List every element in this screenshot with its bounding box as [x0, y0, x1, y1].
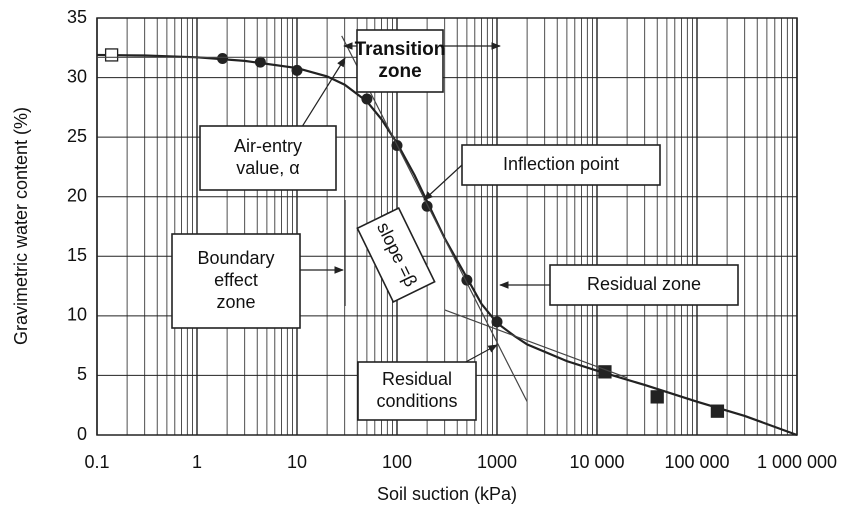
data-point	[104, 48, 119, 62]
data-point	[291, 64, 303, 76]
annotation-arrows	[299, 42, 550, 365]
x-tick-label: 10	[287, 452, 307, 472]
annotation-box	[357, 361, 477, 421]
annotation-text: Residual	[382, 369, 452, 389]
annotation-text: conditions	[376, 391, 457, 411]
annotation: Inflection point	[461, 144, 661, 186]
y-tick-label: 10	[67, 305, 87, 325]
annotation-text: Residual zone	[587, 274, 701, 294]
y-tick-label: 35	[67, 7, 87, 27]
data-point	[421, 200, 433, 212]
annotation-text: Inflection point	[503, 154, 619, 174]
data-point	[254, 56, 266, 68]
annotation-box	[199, 125, 337, 191]
annotation-text: value, α	[236, 158, 299, 178]
annotation-text: Transition	[355, 39, 446, 60]
x-tick-label: 0.1	[84, 452, 109, 472]
construction-line	[341, 35, 528, 402]
x-tick-label: 1000	[477, 452, 517, 472]
data-point	[650, 390, 664, 404]
data-point	[217, 53, 229, 65]
y-tick-label: 20	[67, 185, 87, 205]
y-tick-label: 30	[67, 66, 87, 86]
annotation-box	[356, 206, 436, 304]
annotation-box	[356, 29, 444, 93]
annotation-text: Boundary	[197, 248, 274, 268]
plot-frame	[96, 17, 798, 436]
annotation-box	[549, 264, 739, 306]
data-point	[710, 404, 725, 418]
y-tick-label: 25	[67, 126, 87, 146]
annotation-text: zone	[216, 292, 255, 312]
construction-line	[444, 309, 628, 379]
data-point	[361, 93, 373, 105]
annotation: slope =β	[356, 206, 436, 304]
x-tick-label: 10 000	[569, 452, 624, 472]
annotation-text: effect	[214, 270, 258, 290]
annotation-box	[461, 144, 661, 186]
x-axis-label: Soil suction (kPa)	[377, 484, 517, 504]
data-point	[491, 316, 503, 328]
y-axis-label: Gravimetric water content (%)	[11, 107, 31, 345]
y-tick-label: 0	[77, 424, 87, 444]
annotation: Residual zone	[549, 264, 739, 306]
annotation-text: zone	[378, 61, 421, 82]
x-tick-label: 1 000 000	[757, 452, 837, 472]
marks	[96, 35, 798, 437]
annotation-text: Air-entry	[234, 136, 302, 156]
x-tick-label: 100	[382, 452, 412, 472]
y-tick-label: 5	[77, 364, 87, 384]
annotation-box	[171, 233, 301, 329]
x-tick-label: 100 000	[664, 452, 729, 472]
x-tick-label: 1	[192, 452, 202, 472]
y-tick-label: 15	[67, 245, 87, 265]
